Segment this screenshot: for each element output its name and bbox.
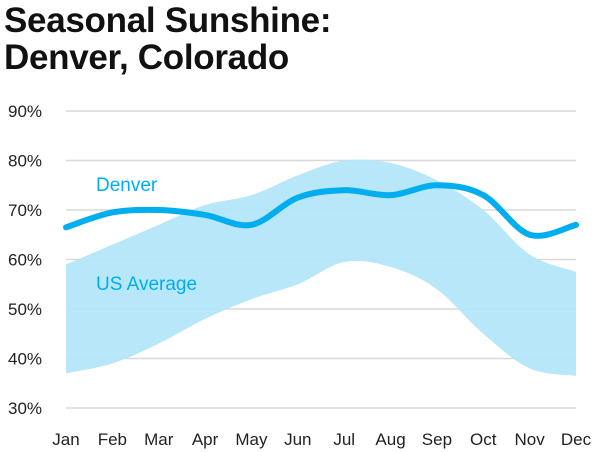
x-tick-label: Apr — [192, 430, 219, 449]
y-tick-label: 50% — [8, 300, 42, 319]
x-tick-label: Sep — [422, 430, 452, 449]
annotation-denver: Denver — [96, 175, 158, 196]
annotation-us-average: US Average — [96, 274, 197, 295]
chart-title: Seasonal Sunshine: Denver, Colorado — [4, 2, 331, 76]
x-tick-label: Aug — [375, 430, 405, 449]
y-tick-label: 80% — [8, 152, 42, 171]
denver-line — [63, 182, 579, 239]
y-tick-label: 60% — [8, 251, 42, 270]
y-tick-label: 30% — [8, 399, 42, 418]
x-tick-label: Nov — [515, 430, 546, 449]
title-line-2: Denver, Colorado — [4, 38, 289, 77]
x-tick-label: Dec — [561, 430, 592, 449]
y-tick-label: 40% — [8, 350, 42, 369]
x-tick-label: Oct — [470, 430, 497, 449]
y-tick-label: 90% — [8, 102, 42, 121]
title-line-1: Seasonal Sunshine: — [4, 1, 332, 40]
x-tick-label: Mar — [144, 430, 174, 449]
x-tick-label: May — [235, 430, 268, 449]
x-tick-label: Jan — [52, 430, 79, 449]
x-tick-label: Jul — [333, 430, 355, 449]
x-tick-label: Feb — [98, 430, 127, 449]
y-tick-label: 70% — [8, 201, 42, 220]
x-tick-label: Jun — [284, 430, 311, 449]
